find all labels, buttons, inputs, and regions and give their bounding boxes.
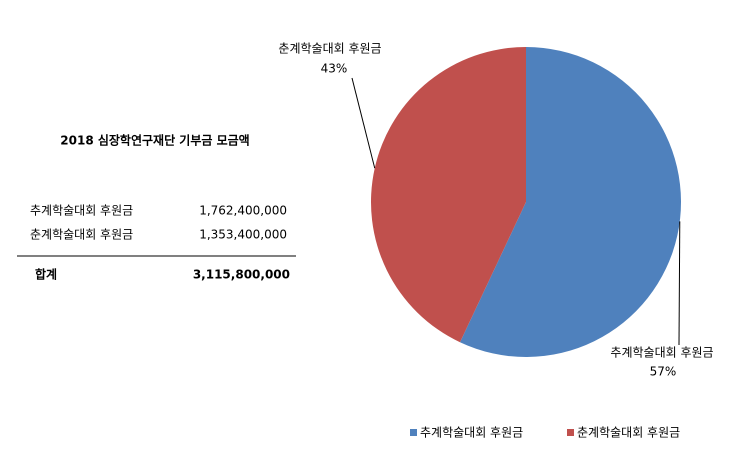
row-value: 1,353,400,000	[199, 228, 287, 242]
leader-line	[678, 221, 681, 346]
row-label: 추계학술대회 후원금	[30, 204, 133, 218]
slice-percent: 57%	[650, 365, 677, 379]
row-label: 춘계학술대회 후원금	[30, 228, 133, 242]
legend-label: 춘계학술대회 후원금	[577, 426, 680, 440]
legend-swatch	[410, 429, 417, 436]
summary-title: 2018 심장학연구재단 기부금 모금액	[60, 133, 249, 148]
pie-slice	[371, 47, 526, 343]
legend-label: 추계학술대회 후원금	[420, 426, 523, 440]
leader-line	[351, 77, 376, 169]
total-label: 합계	[35, 267, 57, 282]
row-value: 1,762,400,000	[199, 204, 287, 218]
slice-name: 추계학술대회 후원금	[610, 346, 713, 360]
total-value: 3,115,800,000	[193, 268, 290, 282]
slice-name: 춘계학술대회 후원금	[278, 42, 381, 56]
legend-swatch	[567, 429, 574, 436]
pie-slice	[460, 47, 681, 357]
slice-percent: 43%	[321, 62, 348, 76]
